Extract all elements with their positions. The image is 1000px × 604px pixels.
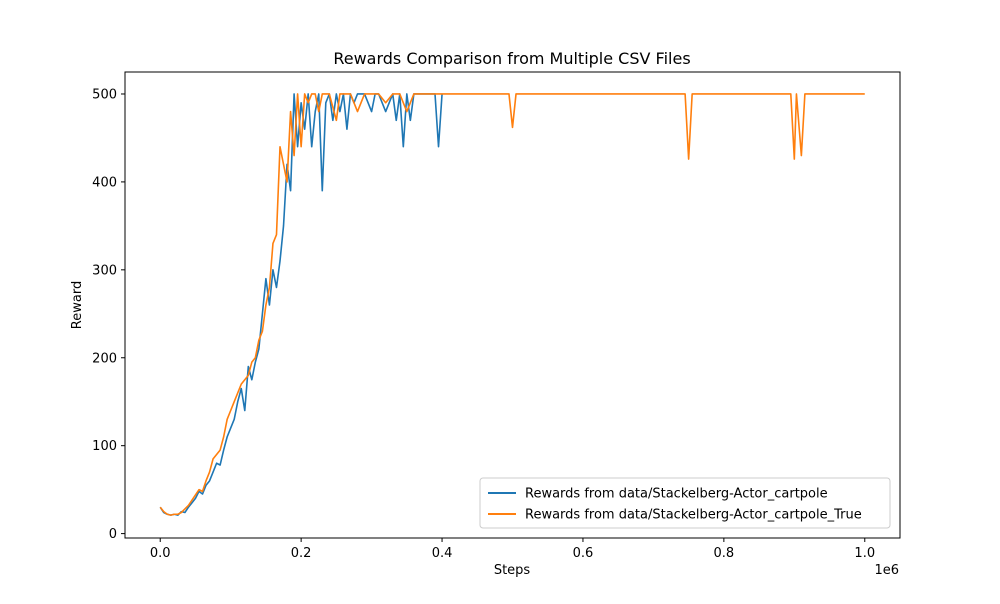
series-line-1 — [159, 93, 443, 516]
x-axis-label: Steps — [494, 563, 531, 578]
x-tick-label: 0.6 — [573, 546, 594, 561]
chart-title: Rewards Comparison from Multiple CSV Fil… — [333, 49, 690, 68]
y-tick-label: 200 — [92, 351, 117, 366]
y-tick-label: 500 — [92, 87, 117, 102]
x-axis-offset-label: 1e6 — [874, 563, 899, 578]
series-layer — [159, 93, 865, 516]
y-tick-label: 0 — [109, 527, 117, 542]
y-tick-label: 100 — [92, 439, 117, 454]
series-line-2 — [159, 93, 865, 516]
y-axis-ticks: 0 100 200 300 400 500 — [92, 87, 125, 542]
legend-box — [479, 477, 891, 529]
x-tick-label: 0.4 — [432, 546, 453, 561]
x-tick-label: 0.2 — [291, 546, 312, 561]
x-tick-label: 0.0 — [150, 546, 171, 561]
legend-label-1: Rewards from data/Stackelberg-Actor_cart… — [525, 487, 828, 502]
axes-frame — [124, 71, 901, 539]
y-axis-label: Reward — [70, 281, 85, 329]
x-tick-label: 1.0 — [854, 546, 875, 561]
legend-label-2: Rewards from data/Stackelberg-Actor_cart… — [525, 508, 862, 523]
y-tick-label: 400 — [92, 175, 117, 190]
x-axis-ticks: 0.0 0.2 0.4 0.6 0.8 1.0 — [150, 538, 875, 561]
y-tick-label: 300 — [92, 263, 117, 278]
legend: Rewards from data/Stackelberg-Actor_cart… — [479, 477, 891, 529]
x-tick-label: 0.8 — [714, 546, 735, 561]
